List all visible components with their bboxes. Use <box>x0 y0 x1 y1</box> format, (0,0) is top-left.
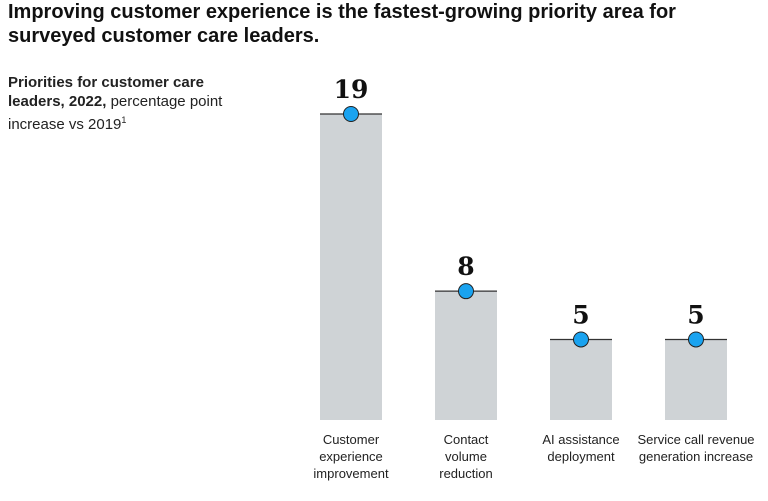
footnote-marker: 1 <box>121 115 127 125</box>
category-label: Customer experience improvement <box>313 432 389 481</box>
value-label: 5 <box>687 300 704 329</box>
subtitle-text: percentage point increase vs 2019 <box>8 93 223 133</box>
bar <box>435 291 497 420</box>
value-marker <box>343 106 359 122</box>
bar <box>665 339 727 420</box>
value-marker <box>458 283 474 300</box>
value-marker <box>688 331 704 348</box>
category-label: AI assistance deployment <box>542 432 620 464</box>
chart-subtitle: Priorities for customer care leaders, 20… <box>8 73 233 134</box>
value-label: 8 <box>457 252 474 281</box>
value-label: 19 <box>334 75 369 104</box>
chart-title: Improving customer experience is the fas… <box>8 1 676 47</box>
category-label: Service call revenue generation increase <box>637 432 755 464</box>
bar <box>550 339 612 420</box>
category-label: Contact volume reduction <box>439 432 493 481</box>
bar <box>320 114 382 420</box>
value-marker <box>573 331 589 348</box>
value-label: 5 <box>572 300 589 329</box>
subtitle-bold: Priorities for customer care leaders, 20… <box>8 74 204 110</box>
